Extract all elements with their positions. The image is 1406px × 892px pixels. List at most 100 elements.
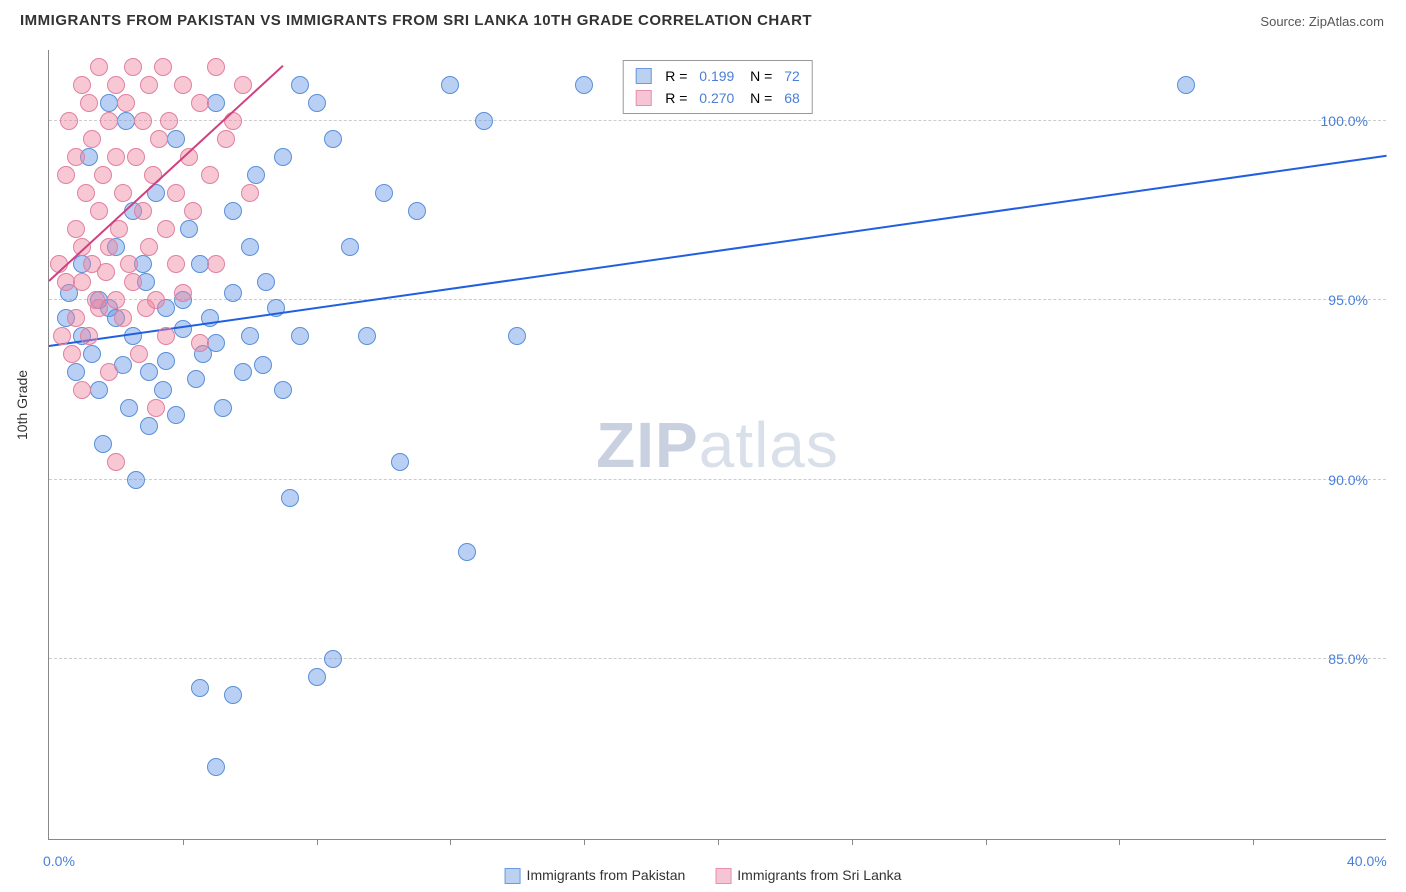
scatter-point — [274, 381, 292, 399]
chart-title: IMMIGRANTS FROM PAKISTAN VS IMMIGRANTS F… — [20, 12, 812, 29]
gridline-horizontal — [49, 479, 1386, 480]
x-minor-tick — [183, 839, 184, 845]
legend-label: Immigrants from Sri Lanka — [737, 867, 901, 883]
y-axis-title: 10th Grade — [14, 370, 30, 440]
scatter-point — [147, 291, 165, 309]
scatter-point — [150, 130, 168, 148]
scatter-point — [67, 148, 85, 166]
r-value: 0.199 — [699, 65, 734, 87]
scatter-point — [140, 417, 158, 435]
scatter-point — [324, 650, 342, 668]
scatter-point — [134, 202, 152, 220]
scatter-point — [140, 363, 158, 381]
scatter-point — [241, 327, 259, 345]
scatter-point — [167, 255, 185, 273]
scatter-point — [184, 202, 202, 220]
x-minor-tick — [317, 839, 318, 845]
scatter-point — [124, 58, 142, 76]
scatter-point — [90, 299, 108, 317]
scatter-point — [167, 130, 185, 148]
scatter-point — [324, 130, 342, 148]
source-value: ZipAtlas.com — [1309, 14, 1384, 29]
scatter-point — [77, 184, 95, 202]
legend-item: Immigrants from Sri Lanka — [715, 867, 901, 884]
scatter-point — [90, 381, 108, 399]
scatter-point — [107, 453, 125, 471]
scatter-point — [241, 238, 259, 256]
scatter-point — [274, 148, 292, 166]
x-tick-label: 0.0% — [43, 853, 75, 869]
scatter-point — [254, 356, 272, 374]
watermark-bold: ZIP — [596, 409, 699, 481]
scatter-point — [308, 668, 326, 686]
scatter-point — [127, 471, 145, 489]
scatter-point — [247, 166, 265, 184]
x-tick-label: 40.0% — [1347, 853, 1387, 869]
watermark: ZIPatlas — [596, 408, 839, 482]
scatter-point — [180, 220, 198, 238]
y-tick-label: 90.0% — [1328, 472, 1368, 488]
scatter-point — [187, 370, 205, 388]
scatter-point — [191, 334, 209, 352]
scatter-point — [107, 76, 125, 94]
scatter-point — [375, 184, 393, 202]
x-minor-tick — [1119, 839, 1120, 845]
scatter-point — [207, 758, 225, 776]
scatter-point — [107, 148, 125, 166]
scatter-point — [291, 76, 309, 94]
scatter-point — [90, 202, 108, 220]
scatter-point — [147, 399, 165, 417]
scatter-point — [191, 679, 209, 697]
scatter-point — [408, 202, 426, 220]
gridline-horizontal — [49, 658, 1386, 659]
scatter-point — [508, 327, 526, 345]
legend-swatch-icon — [505, 868, 521, 884]
scatter-point — [341, 238, 359, 256]
scatter-point — [154, 381, 172, 399]
scatter-point — [120, 399, 138, 417]
x-minor-tick — [986, 839, 987, 845]
legend-swatch-icon — [635, 68, 651, 84]
scatter-point — [207, 58, 225, 76]
scatter-point — [224, 284, 242, 302]
scatter-point — [120, 255, 138, 273]
scatter-point — [174, 284, 192, 302]
y-tick-label: 85.0% — [1328, 651, 1368, 667]
scatter-point — [67, 363, 85, 381]
y-tick-label: 95.0% — [1328, 292, 1368, 308]
plot-area: ZIPatlas R = 0.199 N = 72R = 0.270 N = 6… — [48, 50, 1386, 840]
scatter-point — [97, 263, 115, 281]
r-label: R = — [665, 65, 691, 87]
source-label: Source: — [1260, 14, 1305, 29]
scatter-point — [63, 345, 81, 363]
correlation-row: R = 0.270 N = 68 — [635, 87, 800, 109]
scatter-point — [60, 112, 78, 130]
scatter-point — [257, 273, 275, 291]
scatter-point — [130, 345, 148, 363]
scatter-point — [73, 381, 91, 399]
scatter-point — [127, 148, 145, 166]
scatter-point — [167, 184, 185, 202]
scatter-point — [80, 94, 98, 112]
y-tick-label: 100.0% — [1321, 113, 1368, 129]
gridline-horizontal — [49, 120, 1386, 121]
legend-swatch-icon — [715, 868, 731, 884]
scatter-point — [241, 184, 259, 202]
scatter-point — [391, 453, 409, 471]
x-minor-tick — [1253, 839, 1254, 845]
legend-label: Immigrants from Pakistan — [527, 867, 686, 883]
scatter-point — [73, 76, 91, 94]
r-label: R = — [665, 87, 691, 109]
scatter-point — [134, 112, 152, 130]
scatter-point — [83, 345, 101, 363]
scatter-point — [234, 363, 252, 381]
scatter-point — [100, 112, 118, 130]
scatter-point — [140, 238, 158, 256]
scatter-point — [217, 130, 235, 148]
scatter-point — [191, 255, 209, 273]
scatter-point — [100, 363, 118, 381]
scatter-point — [117, 94, 135, 112]
r-value: 0.270 — [699, 87, 734, 109]
scatter-point — [73, 273, 91, 291]
x-minor-tick — [584, 839, 585, 845]
